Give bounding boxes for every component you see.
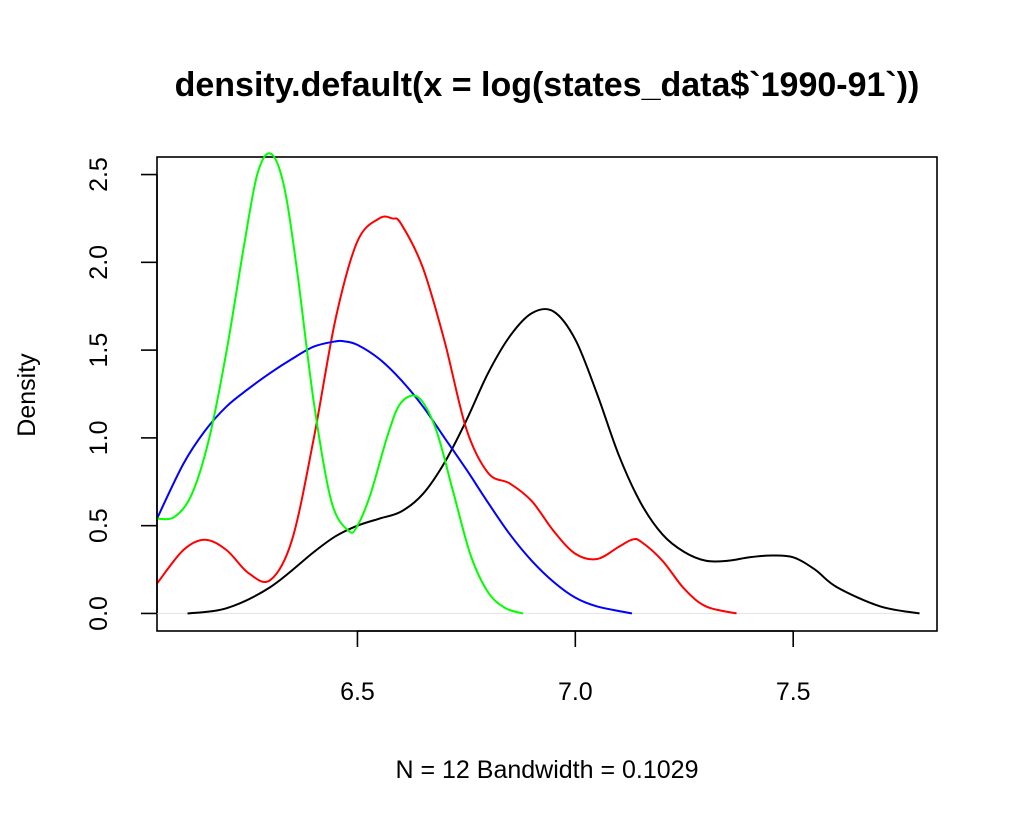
y-axis: 0.0 0.5 1.0 1.5 2.0 2.5	[85, 157, 158, 631]
x-tick-label: 7.5	[776, 678, 811, 706]
y-tick-label: 0.5	[85, 508, 113, 543]
y-tick-label: 1.0	[85, 421, 113, 456]
x-axis-label: N = 12 Bandwidth = 0.1029	[395, 756, 698, 784]
plot-area	[156, 152, 920, 615]
y-tick-label: 2.0	[85, 245, 113, 280]
chart-title: density.default(x = log(states_data$`199…	[175, 66, 920, 104]
x-tick-label: 7.0	[558, 678, 593, 706]
y-tick-label: 0.0	[85, 596, 113, 631]
density-curve-4	[156, 152, 524, 615]
y-tick-label: 2.5	[85, 157, 113, 192]
density-curve-3	[156, 339, 633, 615]
x-axis: 6.5 7.0 7.5	[340, 630, 811, 706]
density-curves	[156, 152, 920, 615]
density-curve-2	[156, 215, 737, 615]
x-tick-label: 6.5	[340, 678, 375, 706]
plot-frame	[156, 156, 938, 632]
y-axis-label: Density	[13, 353, 41, 437]
y-tick-label: 1.5	[85, 333, 113, 368]
